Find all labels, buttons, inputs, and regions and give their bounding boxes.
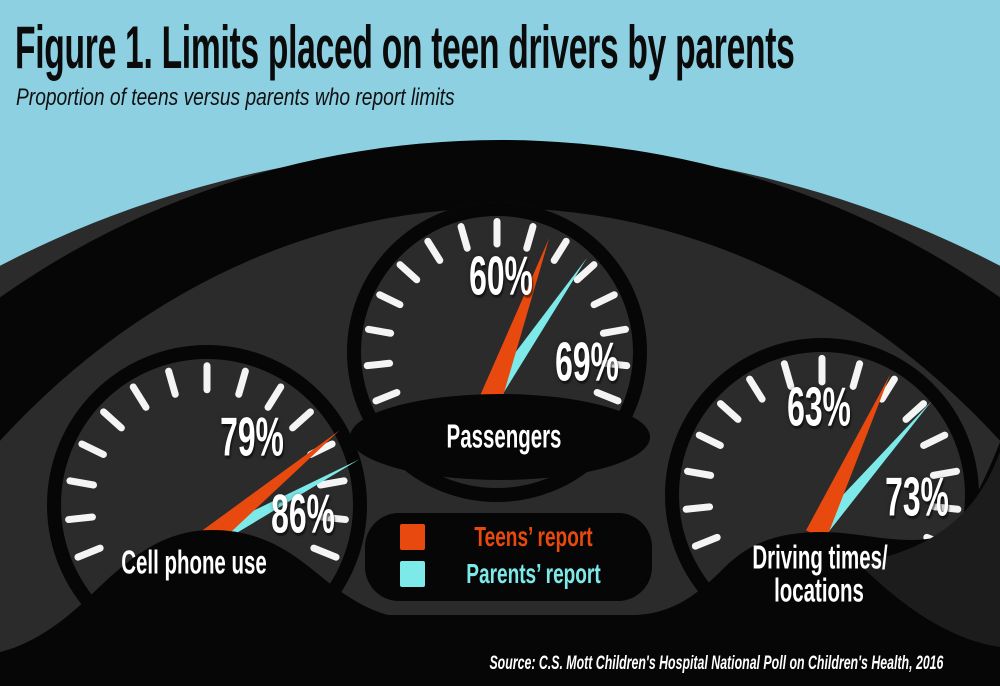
cell-phone-use-tick xyxy=(66,477,98,489)
driving-times-locations-tick xyxy=(716,400,742,423)
passengers-tick xyxy=(600,359,631,370)
corner-highlight xyxy=(858,452,1000,647)
passengers-tick xyxy=(396,261,421,284)
driving-times-locations-tick xyxy=(683,467,715,479)
passengers-tick xyxy=(523,223,537,252)
driving-teens-value: 63% xyxy=(787,375,851,438)
passengers-gauge-label: Passengers xyxy=(446,417,562,455)
legend-row-teens: Teens’ report xyxy=(365,521,652,552)
cell-phone-parents-value: 86% xyxy=(271,482,335,545)
passengers-tick xyxy=(550,237,570,264)
legend: Teens’ report Parents’ report xyxy=(365,513,652,601)
legend-teens-label: Teens’ report xyxy=(474,521,593,552)
driving-times-locations-tick xyxy=(682,503,714,513)
cell-phone-use-parents-needle xyxy=(197,459,360,553)
cell-phone-use-tick xyxy=(74,544,104,561)
driving-times-locations-tick xyxy=(746,375,766,403)
passengers-rim xyxy=(347,202,647,502)
passengers-teens-value: 60% xyxy=(469,244,533,307)
passengers-tick xyxy=(364,325,395,337)
passengers-teens-needle xyxy=(480,238,550,402)
passengers-tick xyxy=(372,388,401,405)
cell-phone-use-tick xyxy=(65,513,96,524)
cell-phone-use-tick xyxy=(235,367,249,398)
cell-phone-use-tick xyxy=(129,383,150,411)
passengers-tick xyxy=(363,359,394,370)
source-caption: Source: C.S. Mott Children's Hospital Na… xyxy=(489,653,943,674)
driving-times-locations-tick xyxy=(930,503,962,513)
passengers-tick xyxy=(424,237,444,264)
cell-phone-use-tick xyxy=(165,367,179,398)
legend-parents-swatch xyxy=(400,561,425,587)
cell-phone-use-tick xyxy=(264,383,285,411)
cell-phone-teens-value: 79% xyxy=(220,405,284,468)
cell-phone-use-tick xyxy=(310,544,340,561)
legend-teens-swatch xyxy=(400,524,425,550)
passengers-tick xyxy=(573,261,598,284)
driving-times-locations-teens-needle xyxy=(806,374,891,540)
driving-times-locations-tick xyxy=(929,467,961,479)
driving-times-locations-tick xyxy=(902,400,928,423)
cell-phone-use-tick xyxy=(316,477,348,489)
cell-phone-gauge-label: Cell phone use xyxy=(121,543,267,581)
cell-phone-use-tick xyxy=(100,408,125,432)
passengers-tick xyxy=(457,223,471,252)
passengers-parents-value: 69% xyxy=(555,330,619,393)
figure-subtitle: Proportion of teens versus parents who r… xyxy=(16,84,455,111)
driving-times-locations-tick xyxy=(691,533,721,550)
driving-gauge-label-line1: Driving times/ xyxy=(752,538,888,576)
passengers-tick xyxy=(593,388,622,405)
cell-phone-use-tick xyxy=(318,513,349,524)
legend-row-parents: Parents’ report xyxy=(365,558,652,589)
figure-title: Figure 1. Limits placed on teen drivers … xyxy=(15,14,795,81)
legend-parents-label: Parents’ report xyxy=(466,558,601,589)
driving-times-locations-tick xyxy=(920,431,949,449)
bottom-panel xyxy=(0,442,1000,686)
driving-times-locations-tick xyxy=(780,360,795,390)
driving-times-locations-tick xyxy=(849,360,864,390)
passengers-tick xyxy=(590,291,618,309)
driving-gauge-label-line2: locations xyxy=(774,571,864,609)
passengers-tick xyxy=(376,291,404,309)
driving-times-locations-tick xyxy=(878,375,898,403)
driving-times-locations-tick xyxy=(695,431,724,449)
passengers-label-blob xyxy=(350,394,650,480)
cell-phone-use-tick xyxy=(78,440,107,458)
cell-phone-use-tick xyxy=(289,408,314,432)
driving-parents-value: 73% xyxy=(885,465,949,528)
passengers-tick xyxy=(599,325,630,337)
cell-phone-use-teens-needle xyxy=(193,430,340,554)
driving-times-locations-parents-needle xyxy=(809,401,932,541)
